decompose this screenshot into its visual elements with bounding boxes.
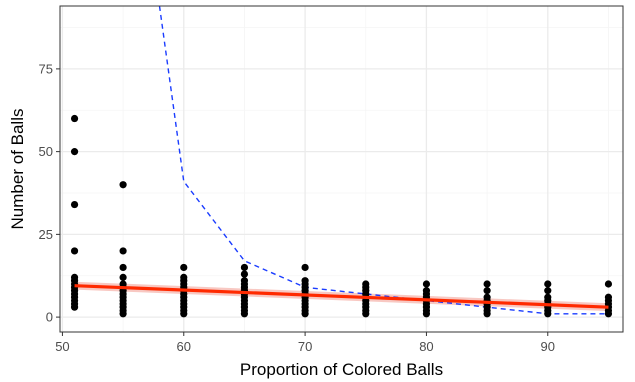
y-tick-label: 0 — [46, 310, 53, 325]
panel-background — [60, 6, 623, 332]
data-point — [70, 303, 79, 311]
x-tick-label: 60 — [177, 339, 191, 354]
dashed-curve-layer — [158, 5, 609, 315]
data-point — [301, 263, 309, 272]
data-point — [240, 263, 249, 272]
data-point — [240, 310, 249, 318]
y-tick-label: 75 — [39, 61, 53, 76]
x-tick-label: 80 — [419, 339, 433, 354]
y-tick-label: 50 — [39, 144, 53, 159]
plot-panel — [59, 5, 624, 333]
data-point — [180, 310, 188, 318]
data-point — [119, 263, 127, 272]
data-point — [422, 310, 431, 318]
data-point — [70, 200, 79, 209]
data-point — [240, 270, 249, 278]
fit-line — [74, 284, 609, 309]
data-point — [483, 310, 491, 318]
data-point — [70, 148, 79, 156]
y-axis: 0 25 50 75 — [39, 61, 60, 325]
data-point — [119, 273, 127, 281]
y-tick-label: 25 — [39, 227, 53, 242]
data-point — [483, 287, 491, 295]
data-point — [70, 114, 79, 123]
data-point — [119, 310, 127, 318]
data-point — [119, 247, 127, 255]
x-axis: 50 60 70 80 90 — [55, 332, 555, 354]
x-tick-label: 50 — [55, 339, 69, 354]
data-point — [604, 310, 613, 318]
y-axis-title: Number of Balls — [8, 109, 27, 230]
data-point — [70, 247, 79, 255]
fit-line-layer — [74, 284, 609, 309]
x-tick-label: 70 — [298, 339, 312, 354]
data-point — [422, 280, 431, 288]
data-point — [544, 287, 552, 295]
panel-border — [59, 5, 624, 333]
data-point — [180, 263, 188, 272]
data-point — [544, 280, 552, 288]
data-point — [301, 310, 309, 318]
data-point — [544, 310, 552, 318]
data-point — [483, 280, 491, 288]
x-axis-title: Proportion of Colored Balls — [240, 360, 443, 379]
data-point — [362, 310, 370, 318]
x-tick-label: 90 — [541, 339, 555, 354]
data-point — [119, 181, 127, 189]
data-point — [604, 280, 613, 288]
dashed-curve — [158, 5, 609, 315]
